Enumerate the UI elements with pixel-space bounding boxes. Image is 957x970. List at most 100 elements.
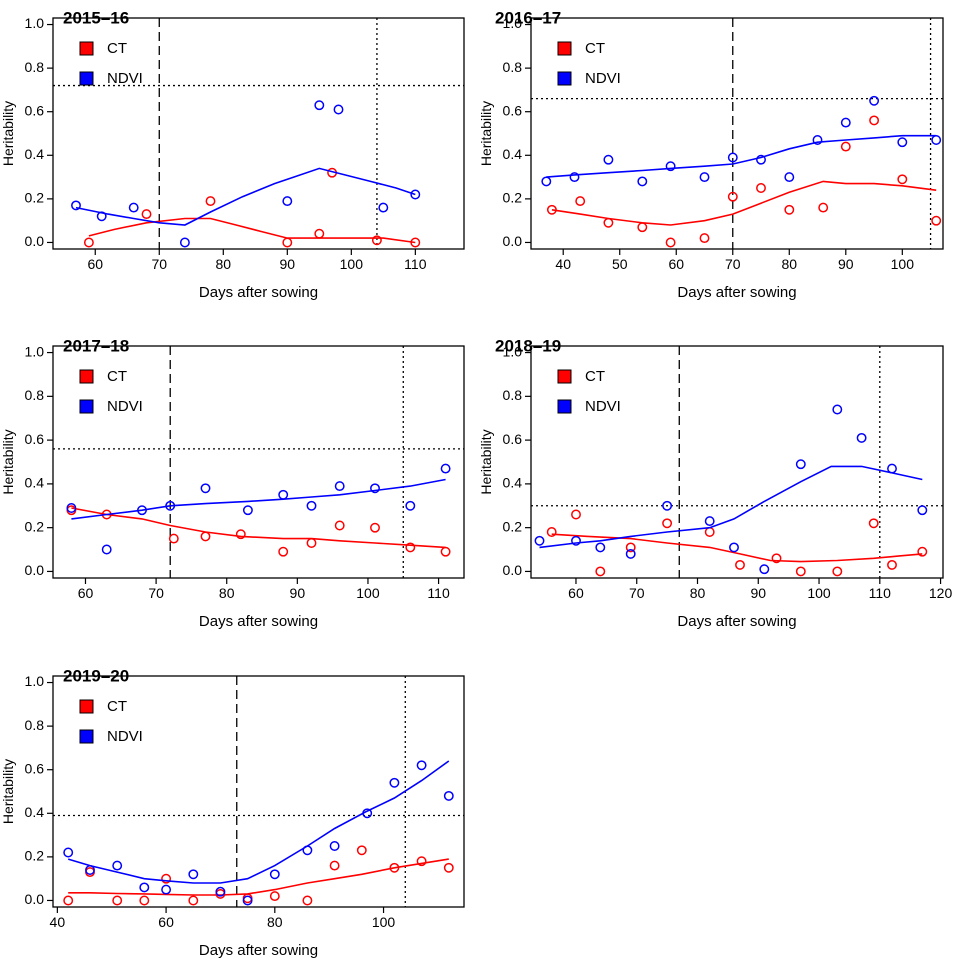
panel-title: 2019–20 xyxy=(63,666,129,685)
data-point-ndvi xyxy=(66,503,77,513)
data-point-ct xyxy=(771,553,782,564)
x-tick-label: 80 xyxy=(219,585,235,601)
legend-label-ct: CT xyxy=(585,40,605,57)
data-point-ct xyxy=(410,237,421,248)
legend-label-ct: CT xyxy=(107,368,127,385)
legend-swatch-ndvi xyxy=(557,71,572,86)
data-point-ndvi xyxy=(665,161,676,172)
panel-title: 2017–18 xyxy=(63,336,129,355)
chart-panel-1: 2015–16 0.0 0.2 0.4 0.6 0.8 1.0 60 70 80 90 100 110 D… xyxy=(0,8,465,301)
data-point-ct xyxy=(440,546,451,557)
data-point-ndvi xyxy=(370,483,380,494)
data-point-ct xyxy=(356,845,367,856)
data-point-ct xyxy=(278,546,289,557)
y-tick-label: 0.4 xyxy=(503,146,523,162)
x-tick-label: 80 xyxy=(690,585,706,601)
y-tick-label: 0.0 xyxy=(503,233,523,249)
data-point-ndvi xyxy=(405,500,416,511)
data-point-ndvi xyxy=(314,100,325,111)
data-point-ndvi xyxy=(840,117,851,128)
y-tick-label: 0.6 xyxy=(25,760,45,776)
chart-panel-4: 2018–19 0.0 0.2 0.4 0.6 0.8 1.0 60 70 80 90 100 110 1… xyxy=(478,336,952,630)
data-point-ct xyxy=(188,895,199,906)
x-tick-label: 60 xyxy=(568,585,584,601)
x-tick-label: 60 xyxy=(158,914,174,930)
x-tick-label: 60 xyxy=(668,256,684,272)
x-tick-label: 60 xyxy=(78,585,94,601)
data-point-ndvi xyxy=(756,154,766,165)
y-axis-label: Heritability xyxy=(478,429,494,494)
smooth-line-ct xyxy=(71,507,446,549)
y-tick-label: 0.8 xyxy=(503,387,523,403)
x-tick-label: 120 xyxy=(929,585,953,601)
legend-label-ct: CT xyxy=(585,368,605,385)
y-tick-label: 1.0 xyxy=(503,343,523,359)
data-point-ct xyxy=(571,509,581,520)
chart-panel-5: 2019–20 0.0 0.2 0.4 0.6 0.8 1.0 40 60 80 100 Days a… xyxy=(0,666,465,959)
x-axis-label: Days after sowing xyxy=(199,284,318,301)
y-tick-label: 0.2 xyxy=(503,518,523,534)
x-tick-label: 70 xyxy=(725,256,741,272)
legend-swatch-ndvi xyxy=(557,399,572,414)
data-point-ct xyxy=(662,518,673,529)
data-point-ct xyxy=(63,895,74,906)
data-point-ct xyxy=(735,559,745,570)
data-point-ct xyxy=(727,191,738,202)
legend-swatch-ct xyxy=(79,699,94,714)
data-point-ct xyxy=(302,895,313,906)
data-point-ndvi xyxy=(637,176,648,187)
x-tick-label: 90 xyxy=(280,256,296,272)
data-point-ndvi xyxy=(278,489,289,500)
data-point-ndvi xyxy=(269,869,280,880)
data-point-ct xyxy=(139,895,150,906)
y-tick-label: 0.8 xyxy=(25,387,45,403)
legend-swatch-ndvi xyxy=(79,729,94,744)
data-point-ndvi xyxy=(242,505,253,516)
data-point-ndvi xyxy=(139,882,150,893)
x-tick-label: 100 xyxy=(807,585,831,601)
data-point-ct xyxy=(405,542,416,553)
data-point-ct xyxy=(235,529,246,540)
data-point-ndvi xyxy=(704,516,715,527)
legend-label-ndvi: NDVI xyxy=(107,398,143,415)
y-tick-label: 1.0 xyxy=(503,15,523,31)
smooth-line-ct xyxy=(551,533,923,563)
data-point-ndvi xyxy=(541,176,552,187)
data-point-ndvi xyxy=(378,202,389,213)
y-tick-label: 0.6 xyxy=(503,102,523,118)
data-point-ndvi xyxy=(727,152,738,163)
legend-label-ndvi: NDVI xyxy=(107,70,143,87)
data-point-ct xyxy=(795,566,806,577)
data-point-ndvi xyxy=(569,172,580,183)
x-tick-label: 110 xyxy=(404,256,427,272)
data-point-ndvi xyxy=(812,135,823,145)
data-point-ndvi xyxy=(137,505,147,516)
x-tick-label: 100 xyxy=(372,914,396,930)
x-tick-label: 60 xyxy=(87,256,103,272)
data-point-ndvi xyxy=(96,211,107,222)
plot-frame xyxy=(530,345,944,579)
data-point-ndvi xyxy=(784,172,795,183)
data-point-ndvi xyxy=(63,847,74,858)
y-tick-label: 0.8 xyxy=(503,59,523,75)
y-tick-label: 0.4 xyxy=(25,475,45,491)
data-point-ct xyxy=(868,518,879,529)
data-point-ct xyxy=(112,895,123,906)
y-tick-label: 0.6 xyxy=(25,431,45,447)
y-axis-label: Heritability xyxy=(0,429,16,494)
x-tick-label: 90 xyxy=(750,585,766,601)
smooth-line-ndvi xyxy=(71,478,446,520)
data-point-ndvi xyxy=(443,790,454,801)
data-point-ct xyxy=(575,196,586,207)
x-tick-label: 110 xyxy=(869,585,892,601)
data-point-ndvi xyxy=(897,137,908,148)
smooth-line-ct xyxy=(551,180,937,226)
data-point-ct xyxy=(832,566,843,577)
data-point-ct xyxy=(784,204,795,215)
data-point-ct xyxy=(699,233,710,244)
data-point-ct xyxy=(141,209,152,220)
smooth-line-ndvi xyxy=(67,760,450,884)
data-point-ndvi xyxy=(71,200,81,211)
smooth-line-ndvi xyxy=(75,167,416,226)
y-tick-label: 0.8 xyxy=(25,59,45,75)
